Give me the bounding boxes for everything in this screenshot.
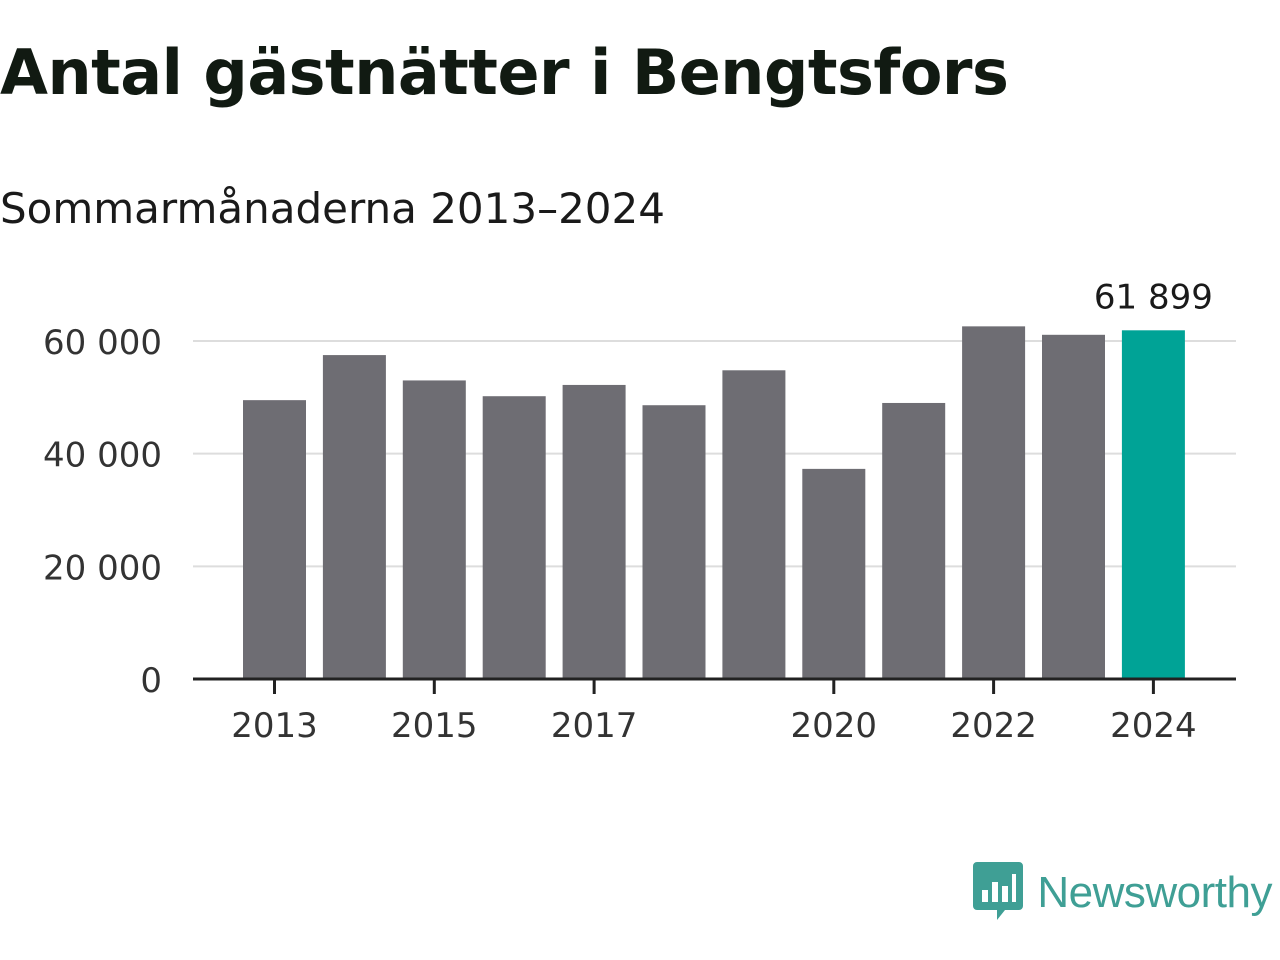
x-tick-label: 2017 — [551, 706, 638, 746]
x-tick-label: 2024 — [1110, 706, 1197, 746]
brand-name: Newsworthy — [1037, 868, 1272, 917]
y-tick-label: 0 — [140, 661, 162, 701]
bar — [482, 396, 546, 679]
y-tick-label: 20 000 — [43, 548, 162, 588]
chart-subtitle: Sommarmånaderna 2013–2024 — [0, 184, 665, 233]
x-tick-label: 2015 — [391, 706, 478, 746]
bar — [882, 402, 946, 679]
data-label: 61 899 — [1094, 277, 1213, 317]
bar — [962, 326, 1026, 679]
bar — [562, 384, 626, 679]
bar — [1042, 334, 1105, 679]
bar — [243, 400, 306, 679]
x-tick-label: 2020 — [791, 706, 878, 746]
bar-highlight — [1121, 330, 1185, 679]
bar — [722, 370, 786, 679]
brand-logo: Newsworthy — [973, 862, 1272, 924]
bar-chart: 0 20 000 40 000 60 000 2013 2015 2017 2020 2022 2… — [43, 277, 1236, 746]
bar — [402, 380, 466, 679]
bar — [802, 468, 866, 679]
bar — [322, 355, 386, 679]
x-tick-label: 2022 — [950, 706, 1037, 746]
x-tick-label: 2013 — [231, 706, 318, 746]
y-tick-label: 40 000 — [43, 436, 162, 476]
newsworthy-logo-icon — [973, 862, 1024, 920]
chart-title: Antal gästnätter i Bengtsfors — [0, 36, 1009, 109]
bar — [642, 405, 706, 679]
y-tick-label: 60 000 — [43, 323, 162, 363]
